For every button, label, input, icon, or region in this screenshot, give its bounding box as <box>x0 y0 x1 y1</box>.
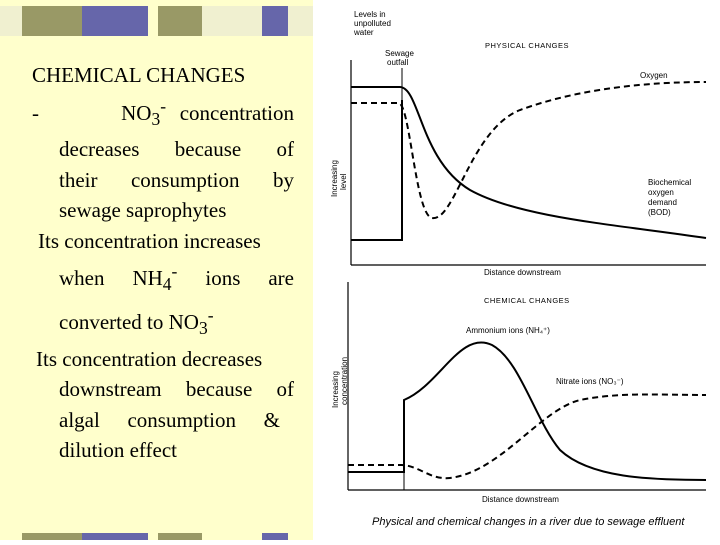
levels-label-2: unpolluted <box>354 19 391 28</box>
bottom-y-label-1: Increasing <box>331 371 340 408</box>
nitrate-label: Nitrate ions (NO₃⁻) <box>556 377 624 386</box>
chemical-title: CHEMICAL CHANGES <box>484 296 570 305</box>
river-diagram: Levels in unpolluted water Sewage outfal… <box>313 0 720 540</box>
ammonium-label: Ammonium ions (NH₄⁺) <box>466 326 550 335</box>
bod-label-1: Biochemical <box>648 178 691 187</box>
para3-line-2: downstream because of <box>59 377 294 402</box>
top-x-label: Distance downstream <box>484 268 561 277</box>
ammonium-curve <box>348 341 707 481</box>
outfall-step <box>351 100 403 241</box>
bottom-x-label: Distance downstream <box>482 495 559 504</box>
text-panel: CHEMICAL CHANGES - NO3- concentration de… <box>0 0 313 540</box>
levels-label-1: Levels in <box>354 10 386 19</box>
bottom-y-label-2: concentration <box>340 357 349 405</box>
decorative-top-bar <box>0 6 313 36</box>
bod-label-4: (BOD) <box>648 208 671 217</box>
para2-line-2: when NH4- ions are <box>59 261 294 295</box>
slide-text: CHEMICAL CHANGES - NO3- concentration de… <box>32 60 294 466</box>
oxygen-label: Oxygen <box>640 71 668 80</box>
bullet-paragraph-1: - NO3- concentration <box>32 95 295 129</box>
para3-line-1: Its concentration decreases <box>36 346 263 371</box>
figure-caption: Physical and chemical changes in a river… <box>372 516 685 528</box>
bullet-line-3: their consumption by <box>59 167 294 192</box>
bullet-line-4: sewage saprophytes <box>59 198 227 223</box>
bod-label-2: oxygen <box>648 188 674 197</box>
top-y-label-2: level <box>339 173 348 190</box>
sewage-label-1: Sewage <box>385 49 414 58</box>
physical-title: PHYSICAL CHANGES <box>485 41 569 50</box>
decorative-bottom-bar <box>0 533 313 540</box>
para3-line-3: algal consumption & <box>59 407 280 432</box>
bod-curve <box>351 81 707 220</box>
top-y-label-1: Increasing <box>330 160 339 197</box>
bod-label-3: demand <box>648 198 677 207</box>
para2-line-3: converted to NO3- <box>59 304 214 339</box>
nitrate-curve <box>348 393 707 480</box>
sewage-label-2: outfall <box>387 58 409 67</box>
para2-line-1: Its concentration increases <box>38 228 261 253</box>
para3-line-4: dilution effect <box>59 438 177 463</box>
oxygen-curve <box>351 86 707 239</box>
levels-label-3: water <box>353 28 374 37</box>
bullet-line-2: decreases because of <box>59 137 294 162</box>
heading: CHEMICAL CHANGES <box>32 63 246 87</box>
